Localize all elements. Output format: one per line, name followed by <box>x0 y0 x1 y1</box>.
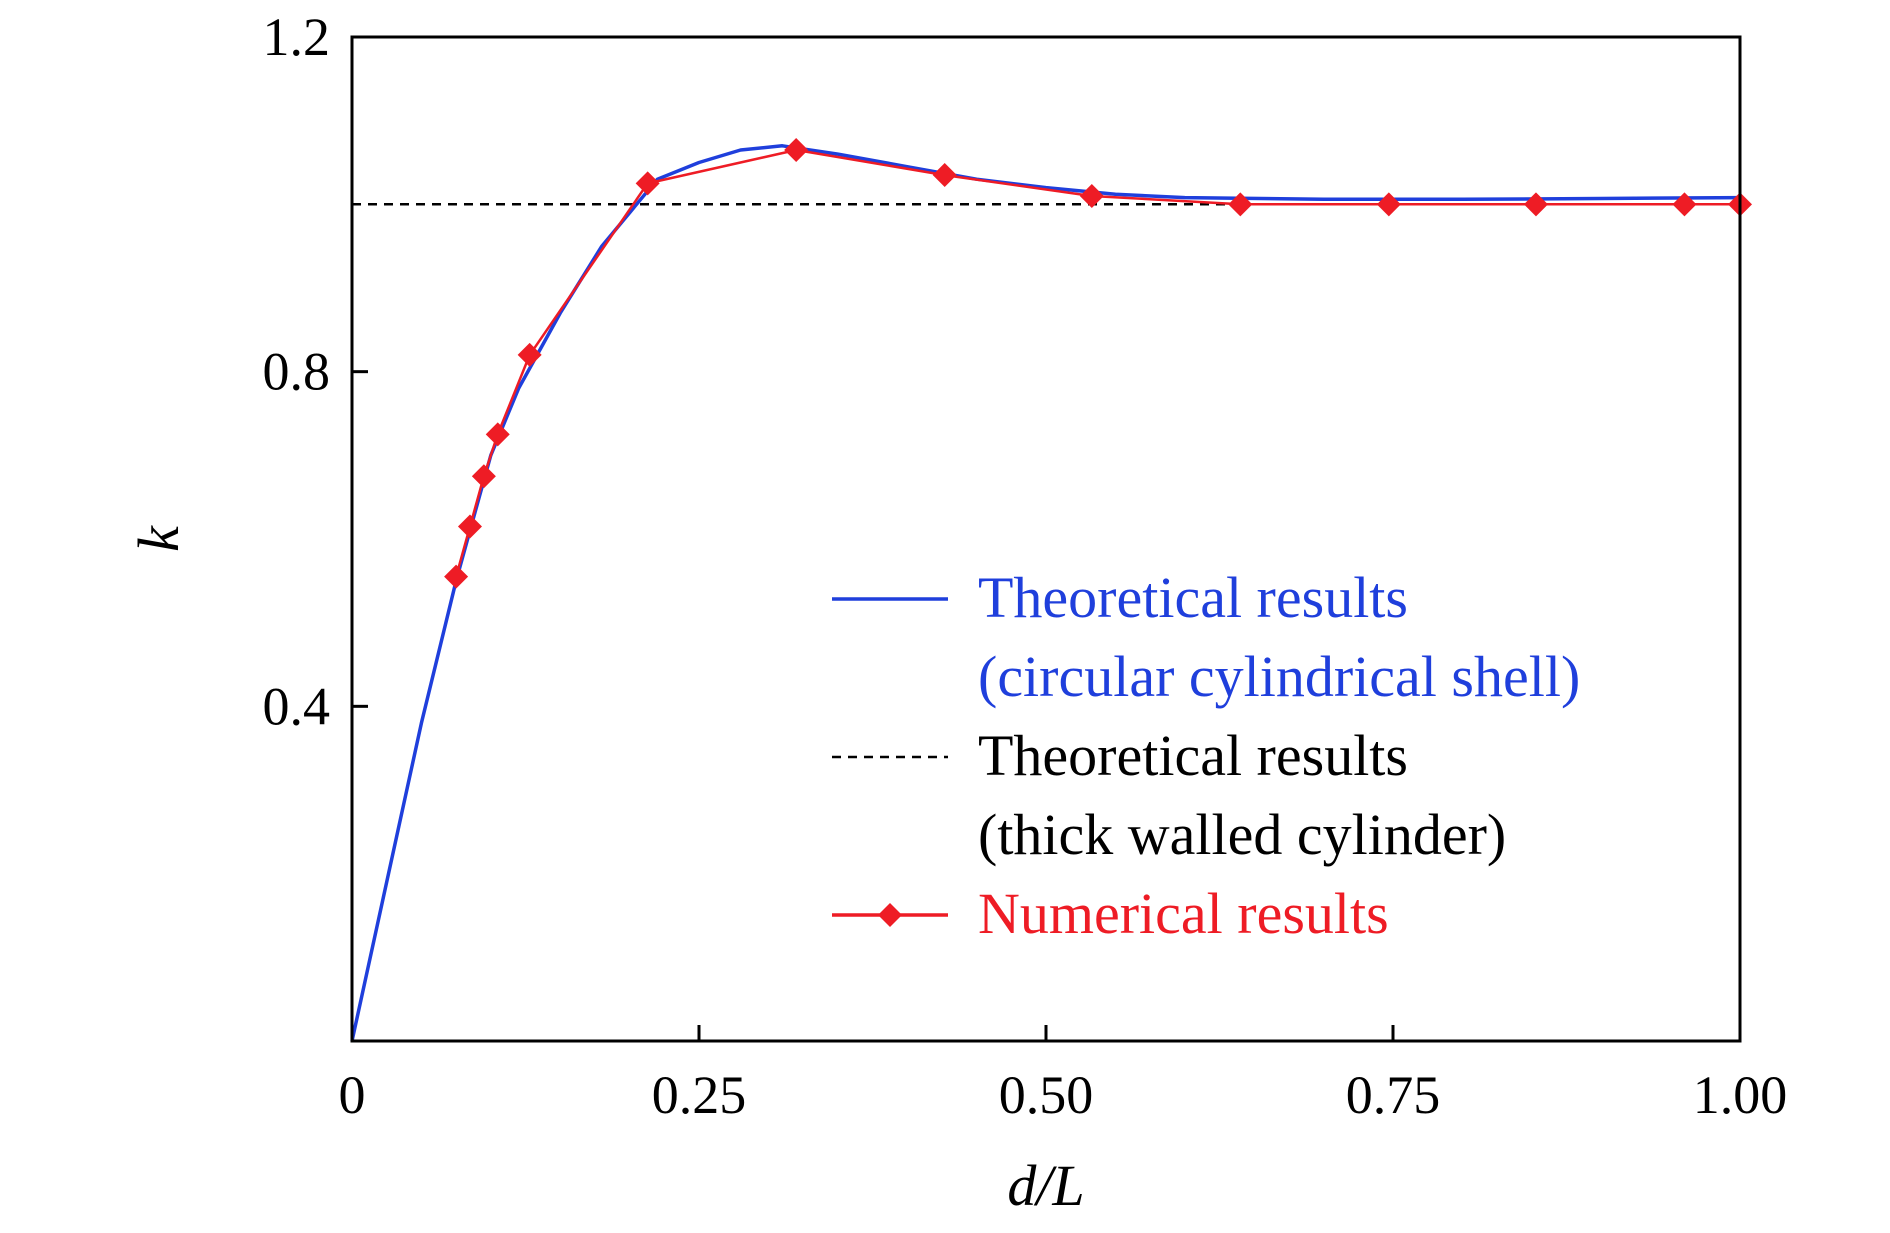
data-point <box>444 564 469 589</box>
x-tick-label: 1.00 <box>1693 1065 1788 1125</box>
tick-labels: 0 0.25 0.50 0.75 1.00 0.4 0.8 1.2 <box>263 7 1788 1125</box>
series-line-2 <box>454 148 1740 577</box>
legend-label-1: Theoretical results <box>978 723 1408 788</box>
data-point <box>485 422 510 447</box>
data-point <box>1079 183 1104 208</box>
y-tick-label: 0.8 <box>263 342 331 402</box>
x-tick-label: 0 <box>339 1065 366 1125</box>
data-point <box>1672 192 1697 217</box>
data-point <box>932 163 957 188</box>
ticks <box>352 370 1395 1041</box>
data-point <box>784 137 809 162</box>
legend-label-1: (thick walled cylinder) <box>978 802 1506 867</box>
series-layer <box>350 137 1752 1042</box>
legend-label-2: Numerical results <box>978 881 1389 946</box>
data-point <box>635 171 660 196</box>
y-axis-title: k <box>126 525 191 552</box>
data-point <box>471 464 496 489</box>
x-tick-label: 0.50 <box>999 1065 1094 1125</box>
x-axis-title: d/L <box>1007 1153 1084 1218</box>
data-point <box>517 342 542 367</box>
data-point <box>1228 192 1253 217</box>
legend-label-0: Theoretical results <box>978 565 1408 630</box>
x-tick-label: 0.25 <box>652 1065 747 1125</box>
y-tick-label: 0.4 <box>263 676 331 736</box>
x-tick-label: 0.75 <box>1346 1065 1441 1125</box>
data-point <box>1523 192 1548 217</box>
data-point <box>1376 192 1401 217</box>
legend: Theoretical results (circular cylindrical… <box>832 565 1580 946</box>
legend-label-0: (circular cylindrical shell) <box>978 644 1580 709</box>
y-tick-label: 1.2 <box>263 7 331 67</box>
plot-frame <box>350 35 1742 1043</box>
data-point <box>457 514 482 539</box>
legend-marker <box>878 903 902 927</box>
